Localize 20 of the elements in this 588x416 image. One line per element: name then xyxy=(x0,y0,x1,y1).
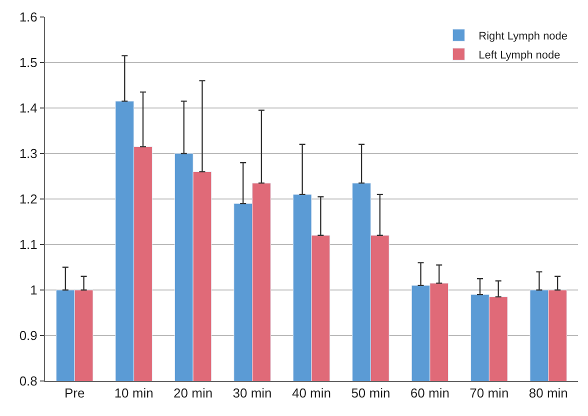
x-tick-label: 80 min xyxy=(528,386,568,401)
legend-label: Right Lymph node xyxy=(478,30,568,42)
y-tick-label: 1.3 xyxy=(19,146,38,162)
x-tick-label: 70 min xyxy=(470,386,509,401)
y-tick-label: 0.8 xyxy=(19,374,38,389)
y-tick-label: 1.1 xyxy=(19,237,38,252)
y-tick-label: 0.9 xyxy=(19,328,38,344)
x-tick-label: Pre xyxy=(64,386,85,401)
legend-label: Left Lymph node xyxy=(478,49,560,62)
x-tick-label: 40 min xyxy=(292,386,332,401)
y-tick-label: 1.5 xyxy=(19,55,38,70)
x-tick-label: 10 min xyxy=(114,386,154,401)
y-tick-label: 1.4 xyxy=(19,100,38,116)
x-tick-label: 50 min xyxy=(351,386,390,401)
y-tick-label: 1.2 xyxy=(19,192,38,207)
y-tick-label: 1.6 xyxy=(19,10,38,25)
x-tick-label: 20 min xyxy=(174,386,213,401)
x-tick-label: 30 min xyxy=(232,386,272,401)
y-tick-label: 1 xyxy=(30,282,38,298)
x-tick-label: 60 min xyxy=(410,386,450,401)
